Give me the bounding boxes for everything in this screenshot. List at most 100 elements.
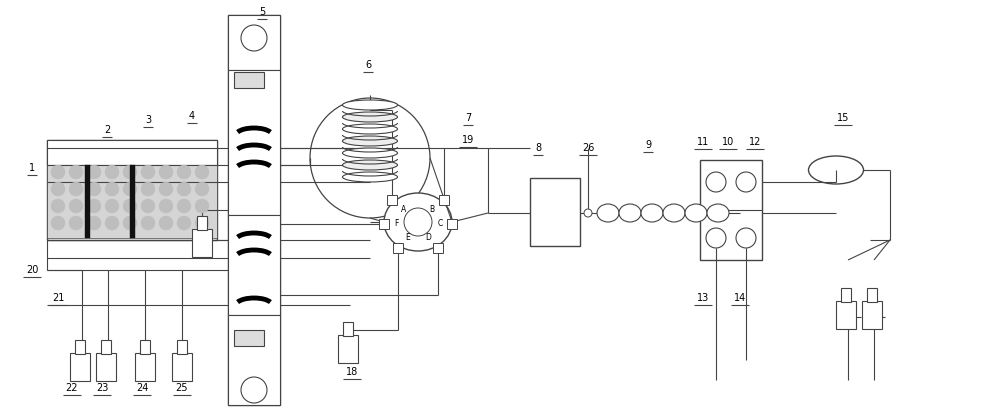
Circle shape	[736, 228, 756, 248]
Text: 13: 13	[697, 293, 709, 303]
Bar	[393, 243, 403, 253]
Text: 10: 10	[722, 137, 734, 147]
Ellipse shape	[663, 204, 685, 222]
Text: 24: 24	[136, 383, 148, 393]
Bar	[135, 353, 155, 381]
Circle shape	[195, 216, 209, 230]
Circle shape	[123, 216, 137, 230]
Circle shape	[404, 208, 432, 236]
Bar	[85, 165, 90, 238]
Circle shape	[706, 172, 726, 192]
Text: C: C	[437, 220, 443, 228]
Circle shape	[195, 199, 209, 213]
Bar	[439, 195, 449, 205]
Text: 18: 18	[346, 367, 358, 377]
Text: 6: 6	[365, 60, 371, 70]
Text: 19: 19	[462, 135, 474, 145]
Circle shape	[123, 199, 137, 213]
Bar	[47, 140, 217, 165]
Ellipse shape	[342, 160, 398, 170]
Text: 21: 21	[52, 293, 64, 303]
Text: 12: 12	[749, 137, 761, 147]
Circle shape	[141, 216, 155, 230]
Bar	[96, 353, 116, 381]
Text: 1: 1	[29, 163, 35, 173]
Circle shape	[241, 25, 267, 51]
Ellipse shape	[342, 124, 398, 134]
Text: 26: 26	[582, 143, 594, 153]
Circle shape	[51, 182, 65, 196]
Bar	[47, 140, 217, 240]
Bar	[47, 165, 217, 238]
Circle shape	[123, 165, 137, 179]
Ellipse shape	[707, 204, 729, 222]
Bar	[172, 353, 192, 381]
Ellipse shape	[808, 156, 864, 184]
Bar	[177, 340, 187, 354]
Text: 5: 5	[259, 7, 265, 17]
Text: 2: 2	[104, 125, 110, 135]
Ellipse shape	[597, 204, 619, 222]
Bar	[234, 330, 264, 346]
Circle shape	[141, 165, 155, 179]
Circle shape	[177, 182, 191, 196]
Text: 22: 22	[66, 383, 78, 393]
Bar	[841, 288, 851, 302]
Circle shape	[736, 172, 756, 192]
Bar	[228, 15, 280, 405]
Bar	[700, 160, 762, 260]
Circle shape	[51, 165, 65, 179]
Bar	[70, 353, 90, 381]
Ellipse shape	[342, 172, 398, 182]
Ellipse shape	[342, 100, 398, 110]
Bar	[530, 178, 580, 246]
Text: B: B	[429, 205, 435, 215]
Text: A: A	[401, 205, 407, 215]
Text: E: E	[406, 233, 410, 243]
Circle shape	[159, 216, 173, 230]
Text: 9: 9	[645, 140, 651, 150]
Bar	[228, 15, 280, 70]
Bar	[867, 288, 877, 302]
Ellipse shape	[342, 136, 398, 146]
Bar	[836, 301, 856, 329]
Text: 15: 15	[837, 113, 849, 123]
Circle shape	[141, 182, 155, 196]
Bar	[343, 322, 353, 336]
Text: 7: 7	[465, 113, 471, 123]
Bar	[228, 215, 280, 315]
Circle shape	[706, 228, 726, 248]
Circle shape	[195, 165, 209, 179]
Text: 16: 16	[846, 305, 858, 315]
Bar	[338, 335, 358, 363]
Circle shape	[105, 199, 119, 213]
Circle shape	[159, 182, 173, 196]
Ellipse shape	[342, 112, 398, 122]
Circle shape	[177, 199, 191, 213]
Circle shape	[87, 165, 101, 179]
Text: 25: 25	[176, 383, 188, 393]
Bar	[234, 72, 264, 88]
Circle shape	[241, 377, 267, 403]
Circle shape	[195, 182, 209, 196]
Bar	[862, 301, 882, 329]
Circle shape	[177, 216, 191, 230]
Text: 8: 8	[535, 143, 541, 153]
Bar	[447, 219, 457, 229]
Text: F: F	[394, 220, 398, 228]
Bar	[228, 315, 280, 405]
Bar	[192, 229, 212, 257]
Text: 23: 23	[96, 383, 108, 393]
Circle shape	[69, 165, 83, 179]
Circle shape	[69, 216, 83, 230]
Bar	[197, 216, 207, 230]
Bar	[101, 340, 111, 354]
Bar	[433, 243, 443, 253]
Ellipse shape	[641, 204, 663, 222]
Text: D: D	[425, 233, 431, 243]
Circle shape	[87, 199, 101, 213]
Circle shape	[87, 182, 101, 196]
Ellipse shape	[384, 193, 452, 251]
Ellipse shape	[342, 148, 398, 158]
Text: 20: 20	[26, 265, 38, 275]
